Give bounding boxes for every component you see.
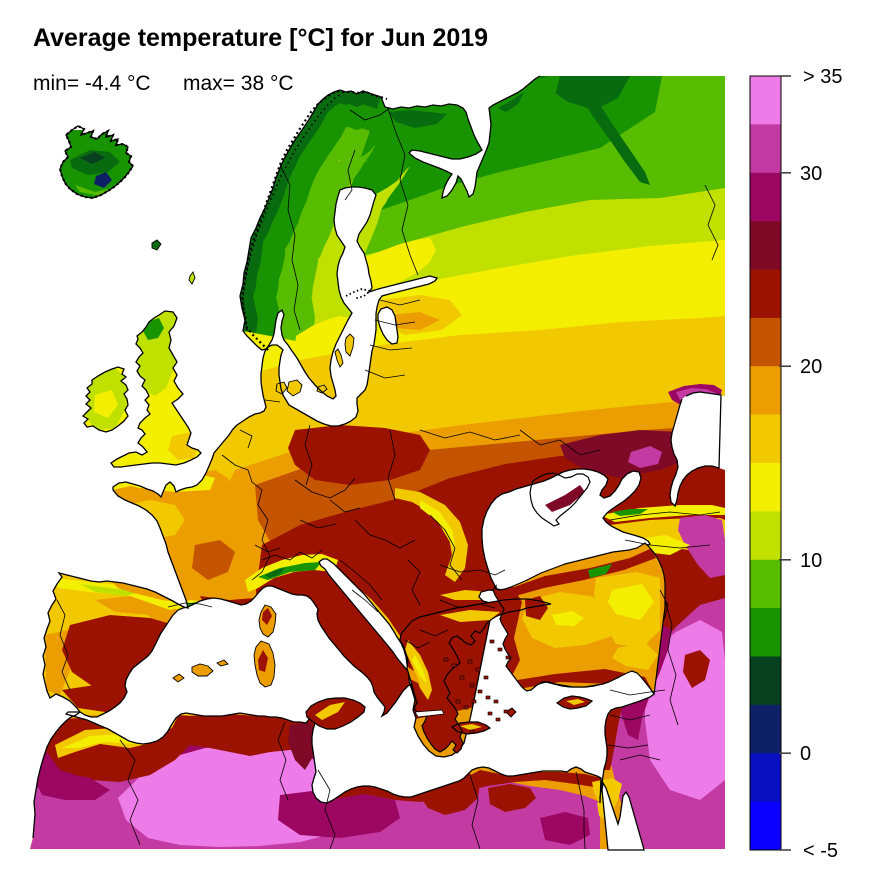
svg-text:30: 30 — [800, 163, 822, 185]
svg-text:20: 20 — [800, 356, 822, 378]
svg-text:max= 38 °C: max= 38 °C — [183, 72, 294, 95]
svg-text:Average temperature [°C] for J: Average temperature [°C] for Jun 2019 — [33, 24, 488, 52]
svg-text:10: 10 — [800, 550, 822, 572]
svg-text:0: 0 — [800, 743, 811, 765]
svg-text:< -5: < -5 — [803, 840, 838, 862]
svg-text:> 35: > 35 — [803, 66, 842, 88]
svg-text:min= -4.4 °C: min= -4.4 °C — [33, 72, 151, 95]
